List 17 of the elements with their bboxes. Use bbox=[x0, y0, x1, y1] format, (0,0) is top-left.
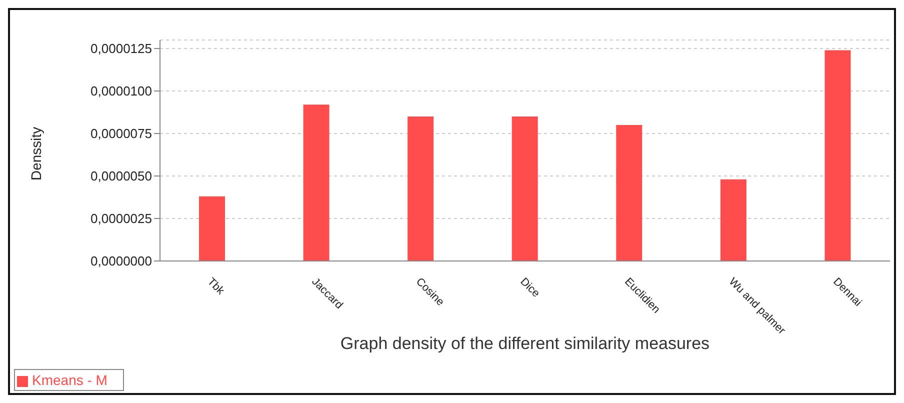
legend-label: Kmeans - M bbox=[32, 372, 108, 388]
y-axis-title: Denssity bbox=[28, 126, 44, 180]
y-tick-label: 0,0000000 bbox=[90, 254, 152, 269]
bar bbox=[512, 116, 538, 261]
bar bbox=[199, 196, 225, 261]
x-axis-title: Graph density of the different similarity measures bbox=[340, 334, 710, 353]
bar bbox=[408, 116, 434, 261]
y-tick-label: 0,0000075 bbox=[90, 126, 152, 142]
bar bbox=[824, 50, 851, 261]
y-tick-label: 0,0000050 bbox=[90, 168, 152, 184]
bar bbox=[616, 125, 642, 261]
bar bbox=[720, 179, 746, 261]
x-tick-label: Tbk bbox=[204, 276, 227, 298]
bar bbox=[303, 104, 330, 261]
y-tick-label: 0,0000125 bbox=[90, 41, 152, 56]
y-tick-label: 0,0000025 bbox=[90, 211, 152, 226]
y-tick-label: 0,0000100 bbox=[90, 84, 152, 99]
